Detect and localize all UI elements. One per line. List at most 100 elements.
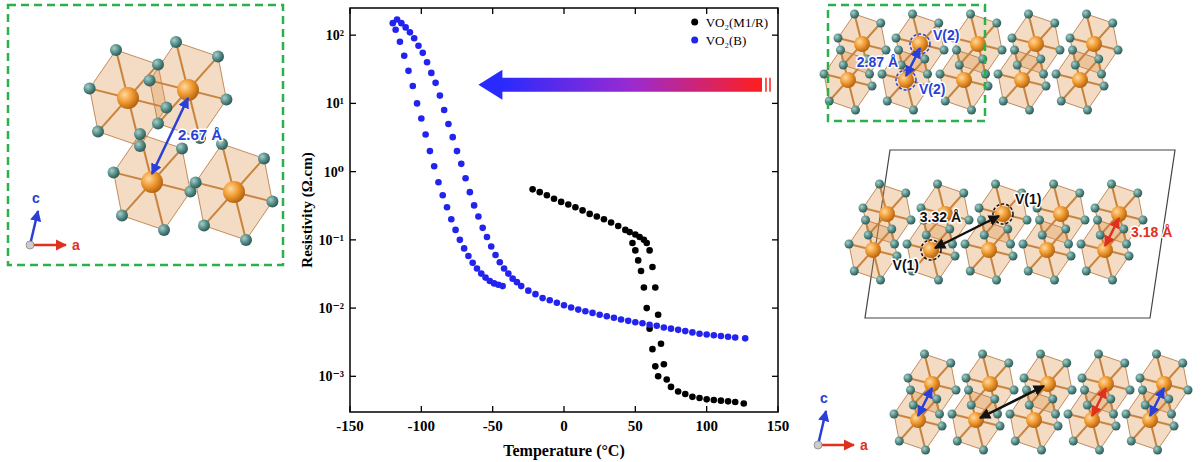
data-point (626, 229, 633, 236)
data-point (505, 270, 512, 277)
data-point (589, 310, 596, 317)
data-point (740, 400, 747, 407)
o-atom (946, 359, 955, 368)
y-tick-label: 10⁻² (318, 301, 344, 316)
o-atom (1141, 401, 1150, 410)
x-tick-label: -100 (408, 418, 436, 434)
y-tick (350, 35, 356, 36)
o-atom (1114, 46, 1123, 55)
data-point (696, 395, 703, 402)
o-atom (190, 176, 202, 188)
o-atom (158, 224, 170, 236)
data-point (572, 204, 579, 211)
distance-arrow (918, 388, 932, 416)
data-point (405, 68, 412, 75)
x-tick-top (563, 8, 564, 14)
x-tick-top (349, 8, 350, 14)
o-atom (990, 395, 999, 404)
o-atom (836, 46, 845, 55)
o-atom (920, 350, 929, 359)
o-atom (1004, 359, 1013, 368)
data-point (682, 391, 689, 398)
o-atom (1035, 216, 1044, 225)
x-tick (421, 406, 422, 412)
data-point (718, 397, 725, 404)
o-atom (1006, 410, 1015, 419)
data-point (397, 38, 404, 45)
o-atom (933, 180, 942, 189)
data-point (618, 316, 625, 323)
v-atom (982, 376, 998, 392)
o-atom (1036, 55, 1045, 64)
y-tick-label: 10¹ (326, 96, 344, 111)
data-point (525, 287, 532, 294)
data-point (532, 291, 539, 298)
o-atom (1127, 437, 1136, 446)
o-atom (890, 410, 899, 419)
o-atom (1178, 359, 1187, 368)
o-atom (1108, 276, 1117, 285)
o-atom (964, 386, 973, 395)
data-point (586, 211, 593, 218)
y-tick (350, 239, 356, 240)
y-tick-label: 10⁻³ (318, 369, 344, 384)
o-atom (198, 220, 210, 232)
data-point (475, 213, 482, 220)
data-point (611, 315, 618, 322)
arrow-tail-line (765, 78, 767, 92)
o-atom (1119, 225, 1128, 234)
o-atom (1106, 395, 1115, 404)
o-atom (1133, 189, 1142, 198)
v-atom (1053, 206, 1069, 222)
octahedron (150, 42, 227, 138)
o-atom (1052, 70, 1061, 79)
data-point (392, 26, 399, 33)
data-point (529, 186, 536, 193)
data-point (554, 299, 561, 306)
data-point (452, 227, 459, 234)
data-point (469, 260, 476, 267)
data-point (415, 42, 422, 49)
o-atom (907, 216, 916, 225)
triad-origin (814, 441, 822, 449)
o-atom (865, 70, 874, 79)
y-tick (350, 307, 356, 308)
o-atom (992, 19, 1001, 28)
data-point (696, 330, 703, 337)
axis-triad: ca (26, 190, 80, 253)
figure: -150-100-50050100150Temperature (°C)10⁻³… (0, 0, 1201, 462)
data-point (565, 201, 572, 208)
left-structure: 2.67 Åca (8, 5, 283, 265)
data-point (703, 331, 710, 338)
o-atom (952, 386, 961, 395)
o-atom (92, 126, 104, 138)
o-atom (240, 234, 252, 246)
data-point (431, 163, 438, 170)
o-atom (1107, 180, 1116, 189)
o-atom (1056, 46, 1065, 55)
o-atom (906, 386, 915, 395)
v2-label: V(2) (919, 81, 945, 97)
plot-frame (350, 8, 778, 412)
y-tick-label: 10⁰ (324, 165, 344, 180)
o-atom (1042, 82, 1051, 91)
o-atom (1082, 267, 1091, 276)
o-atom (1068, 46, 1077, 55)
o-atom (934, 276, 943, 285)
o-atom (932, 395, 941, 404)
data-point (649, 346, 656, 353)
v2-marker (896, 70, 916, 90)
distance-label: 3.18 Å (1131, 224, 1172, 240)
o-atom (1061, 225, 1070, 234)
o-atom (975, 204, 984, 213)
o-atom (170, 36, 182, 48)
data-point (661, 361, 668, 368)
o-atom (1083, 106, 1092, 115)
data-point (575, 306, 582, 313)
data-point (594, 213, 601, 220)
o-atom (1122, 410, 1131, 419)
distance-label: 2.87 Å (857, 54, 898, 70)
o-atom (1048, 395, 1057, 404)
v-atoms (840, 36, 1172, 428)
data-point (484, 234, 491, 241)
